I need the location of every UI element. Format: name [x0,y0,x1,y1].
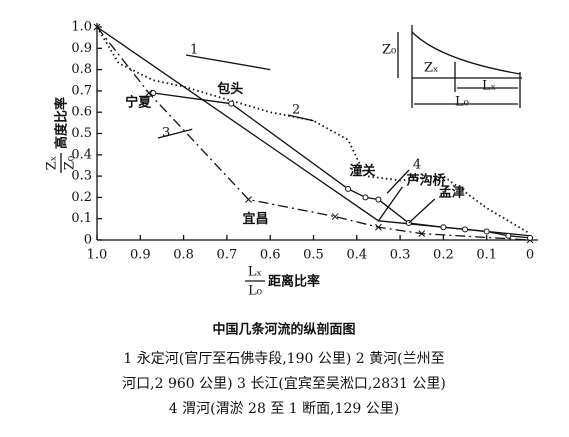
x-tick-label: 0 [526,248,534,263]
x-label-text: 距离比率 [268,274,320,290]
y-tick-label: 0.4 [71,147,92,162]
annotation: 潼关 [349,163,375,179]
marker [527,234,533,241]
y-tick-label: 0.8 [71,62,92,77]
x-tick-label: 0.9 [130,248,151,263]
x-tick-label: 0.5 [303,248,324,263]
annotation: 包头 [217,81,243,97]
marker [150,90,157,97]
x-tick-label: 0.4 [346,248,367,263]
marker [440,224,447,231]
leader-line [185,54,271,71]
y-axis-title: Zₓ Z₀ 高度比率 [45,97,78,173]
leader-line [377,186,403,222]
leader-line [157,128,193,139]
y-label-text: 高度比率 [54,97,70,149]
annotation: 孟津 [439,184,465,200]
inset-label: L₀ [455,95,469,110]
caption-title: 中国几条河流的纵剖面图 [212,322,355,338]
inset-label: Lₓ [482,79,496,94]
inset: Z₀ Zₓ Lₓ L₀ [382,25,522,110]
x-tick-label: 0.2 [433,248,454,263]
y-tick-label: 1.0 [71,20,92,35]
marker [462,226,469,233]
marker [331,213,339,220]
annotation: 宁夏 [125,95,152,111]
y-tick-label: 0.7 [71,83,92,98]
leader-line [287,114,314,122]
marker [375,196,382,203]
x-tick-label: 0.6 [260,248,281,263]
marker [375,223,382,231]
caption-line: 1 永定河(官厅至石佛寺段,190 公里) 2 黄河(兰州至 [123,350,444,367]
annotation: 宜昌 [243,211,269,227]
y-tick-label: 0.2 [71,190,92,205]
y-tick-label: 0.3 [71,169,92,184]
y-tick-label: 0.5 [71,126,92,141]
marker [345,185,352,192]
x-tick-label: 0.3 [390,248,411,263]
y-label-bottom: Z₀ [63,156,78,170]
y-label-top: Zₓ [45,156,60,171]
x-label-bottom: L₀ [248,284,262,299]
marker [145,89,153,97]
caption-line: 河口,2 960 公里) 3 长江(宜宾至吴淞口,2831 公里) [122,376,446,392]
x-label-top: Lₓ [248,265,262,280]
inset-label: Zₓ [424,61,439,76]
x-tick-label: 0.8 [173,248,194,263]
inset-curve [411,31,521,75]
marker [228,100,235,107]
x-tick-label: 1.0 [87,248,108,263]
x-tick-label: 0.1 [476,248,497,263]
series-label: 4 [413,158,421,173]
y-tick-label: 0 [84,233,92,248]
x-tick-label: 0.7 [217,248,238,263]
series-label: 1 [190,43,198,58]
caption-line: 4 渭河(渭淤 28 至 1 断面,129 公里) [169,401,399,417]
marker [418,230,426,237]
marker [362,194,369,201]
leader-line [386,169,410,194]
y-tick-label: 0.1 [71,211,92,226]
series-label: 3 [162,126,170,141]
marker [93,23,101,31]
inset-label: Z₀ [382,43,396,58]
series-line [153,92,531,239]
annotation: 芦沟桥 [406,172,446,188]
y-tick-label: 0.6 [71,105,92,120]
series-label: 2 [292,103,300,118]
y-tick-label: 0.9 [71,41,92,56]
marker [245,196,252,203]
leader-line [408,198,436,224]
marker [505,232,512,239]
marker [483,228,490,235]
